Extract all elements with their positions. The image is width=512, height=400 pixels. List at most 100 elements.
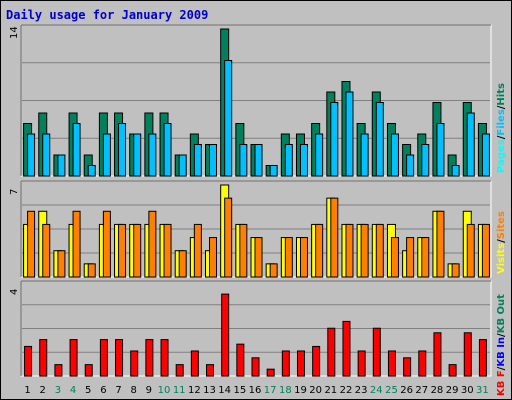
sites-bar	[163, 223, 172, 278]
files-bar	[224, 60, 233, 177]
legend-files: Files	[496, 109, 507, 135]
files-bar	[330, 102, 339, 177]
x-tick-label: 20	[309, 385, 322, 396]
sites-bar	[390, 237, 399, 278]
sites-bar	[133, 223, 142, 278]
y-max-label: 14	[9, 26, 20, 39]
legend: KB F/KB In/KB Out	[496, 294, 507, 396]
kbytes-bar	[372, 327, 381, 377]
kbytes-bar	[433, 332, 442, 377]
legend-kb-f: KB F	[496, 370, 507, 396]
legend-kb-out: KB Out	[496, 294, 507, 333]
x-tick-label: 6	[100, 385, 106, 396]
files-bar	[163, 123, 172, 177]
chart-title: Daily usage for January 2009	[6, 8, 209, 22]
x-tick-label: 22	[340, 385, 353, 396]
files-bar	[390, 133, 399, 177]
x-tick-label: 19	[294, 385, 307, 396]
legend: Visits/Sites	[496, 211, 507, 274]
sites-bar	[87, 263, 96, 278]
sites-bar	[299, 237, 308, 278]
kbytes-bar	[418, 350, 427, 377]
x-tick-label: 26	[400, 385, 413, 396]
x-tick-label: 27	[415, 385, 428, 396]
kbytes-bar	[312, 345, 321, 377]
sites-bar	[466, 223, 475, 278]
kbytes-bar	[99, 339, 108, 377]
sites-bar	[375, 223, 384, 278]
kbytes-bar	[84, 364, 93, 377]
files-bar	[27, 133, 36, 177]
sites-bar	[224, 197, 233, 278]
files-bar	[421, 144, 430, 177]
x-tick-label: 1	[24, 385, 30, 396]
kbytes-bar	[387, 350, 396, 377]
y-max-label: 4	[9, 289, 20, 295]
files-bar	[133, 133, 142, 177]
legend-separator: /	[496, 333, 507, 337]
kbytes-bar	[175, 364, 184, 377]
sites-bar	[481, 223, 490, 278]
kbytes-bar	[145, 339, 154, 377]
x-tick-label: 23	[355, 385, 368, 396]
x-tick-label: 3	[55, 385, 61, 396]
kbytes-bar	[69, 339, 78, 377]
files-bar	[269, 165, 278, 177]
kbytes-bar	[403, 357, 412, 377]
sites-bar	[345, 223, 354, 278]
files-bar	[102, 133, 111, 177]
files-bar	[72, 123, 81, 177]
sites-bar	[284, 237, 293, 278]
legend-hits: Hits	[496, 83, 507, 106]
x-tick-label: 29	[446, 385, 459, 396]
files-bar	[254, 144, 263, 177]
legend-separator: /	[496, 239, 507, 243]
sites-bar	[193, 223, 202, 278]
y-max-label: 7	[9, 189, 20, 195]
x-tick-label: 30	[461, 385, 474, 396]
sites-bar	[102, 210, 111, 278]
kbytes-bar	[190, 350, 199, 377]
x-tick-label: 31	[476, 385, 489, 396]
legend-separator: /	[496, 105, 507, 109]
kbytes-bar	[448, 364, 457, 377]
sites-bar	[360, 223, 369, 278]
legend-kb-in: KB In	[496, 337, 507, 367]
kbytes-bar	[478, 339, 487, 377]
files-bar	[406, 154, 415, 177]
kbytes-bar	[342, 320, 351, 377]
sites-bar	[118, 223, 127, 278]
sites-bar	[148, 210, 157, 278]
sites-bar	[178, 250, 187, 278]
x-tick-label: 14	[218, 385, 231, 396]
files-bar	[466, 112, 475, 177]
x-tick-label: 28	[431, 385, 444, 396]
kbytes-bar	[266, 368, 275, 377]
kbytes-bar	[39, 339, 48, 377]
legend-separator: /	[496, 366, 507, 370]
x-tick-label: 24	[370, 385, 383, 396]
x-tick-label: 13	[203, 385, 216, 396]
kbytes-bar	[463, 332, 472, 377]
kbytes-bar	[24, 345, 33, 377]
sites-bar	[209, 237, 218, 278]
sites-bar	[421, 237, 430, 278]
files-bar	[481, 133, 490, 177]
sites-bar	[269, 263, 278, 278]
files-bar	[209, 144, 218, 177]
kbytes-bar	[115, 339, 124, 377]
kbytes-bar	[327, 327, 336, 377]
kbytes-bar	[160, 339, 169, 377]
files-bar	[375, 102, 384, 177]
legend-separator: /	[496, 135, 507, 139]
sites-bar	[330, 197, 339, 278]
sites-bar	[57, 250, 66, 278]
x-tick-label: 10	[158, 385, 171, 396]
files-bar	[451, 165, 460, 177]
files-bar	[360, 133, 369, 177]
files-bar	[315, 133, 324, 177]
files-bar	[239, 144, 248, 177]
files-bar	[57, 154, 66, 177]
x-tick-label: 9	[146, 385, 152, 396]
kbytes-bar	[130, 350, 139, 377]
